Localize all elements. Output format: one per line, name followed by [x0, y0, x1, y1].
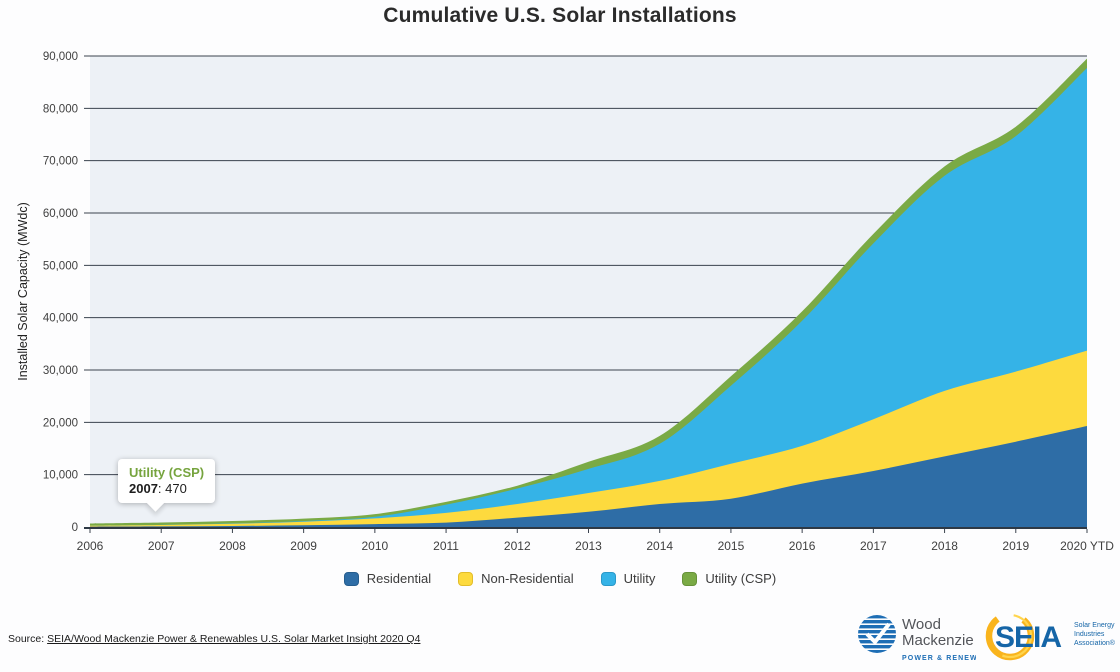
- x-tick-label: 2013: [575, 539, 602, 553]
- chart-title: Cumulative U.S. Solar Installations: [383, 4, 737, 27]
- y-tick-label: 90,000: [43, 51, 78, 63]
- legend-label: Residential: [366, 571, 432, 586]
- seia-acronym: SEIA: [995, 621, 1061, 654]
- x-tick-label: 2014: [646, 539, 673, 553]
- x-tick-label: 2009: [290, 539, 317, 553]
- y-tick-label: 0: [72, 522, 78, 534]
- utility-swatch-icon: [600, 571, 616, 586]
- seia-text-line1: Solar Energy: [1074, 622, 1115, 629]
- woodmac-name-line1: Wood: [902, 616, 941, 633]
- tooltip: Utility (CSP) 2007: 470: [118, 459, 216, 512]
- y-tick-label: 10,000: [43, 470, 78, 482]
- legend-label: Utility: [623, 571, 656, 586]
- x-tick-label: 2018: [931, 539, 958, 553]
- legend-item-residential[interactable]: Residential: [343, 571, 432, 586]
- chart-canvas: 0 10,000 20,000 30,000 40,000 50,000 60,000 70,…: [16, 51, 1114, 553]
- non-residential-swatch-icon: [458, 571, 474, 586]
- y-tick-label: 30,000: [43, 365, 78, 377]
- wood-mackenzie-globe-icon: [858, 615, 896, 653]
- x-tick-label: 2011: [433, 539, 459, 553]
- y-tick-label: 80,000: [43, 103, 78, 115]
- woodmac-name-line2: Mackenzie: [902, 632, 974, 649]
- x-tick-label: 2008: [219, 539, 246, 553]
- y-tick-label: 40,000: [43, 313, 78, 325]
- x-tick-label: 2006: [77, 539, 104, 553]
- y-tick-label: 60,000: [43, 208, 78, 220]
- legend-item-utility[interactable]: Utility: [600, 571, 656, 586]
- x-tick-label: 2016: [789, 539, 816, 553]
- y-tick-label: 20,000: [43, 417, 78, 429]
- tooltip-separator: :: [157, 481, 166, 496]
- legend: Residential Non-Residential Utility Util…: [0, 571, 1120, 586]
- x-tick-label: 2007: [148, 539, 175, 553]
- residential-swatch-icon: [343, 571, 359, 586]
- woodmac-tagline: POWER & RENEWABLES: [902, 655, 976, 662]
- legend-label: Non-Residential: [481, 571, 574, 586]
- y-tick-label: 50,000: [43, 260, 78, 272]
- source-note: Source: SEIA/Wood Mackenzie Power & Rene…: [8, 633, 420, 645]
- area-residential[interactable]: [90, 426, 1087, 527]
- legend-item-non-residential[interactable]: Non-Residential: [458, 571, 574, 586]
- x-tick-label: 2012: [504, 539, 531, 553]
- tooltip-series-name: Utility (CSP): [129, 465, 205, 480]
- area-utility[interactable]: [90, 68, 1087, 527]
- seia-logo: SEIA Solar Energy Industries Association…: [985, 611, 1116, 661]
- tooltip-year: 2007: [129, 481, 158, 496]
- legend-label: Utility (CSP): [705, 571, 777, 586]
- seia-text-line2: Industries: [1074, 631, 1105, 638]
- x-tick-label: 2010: [362, 539, 389, 553]
- x-tick-label: 2017: [860, 539, 887, 553]
- x-tick-label: 2015: [718, 539, 745, 553]
- tooltip-value-line: 2007: 470: [129, 481, 204, 496]
- seia-text-line3: Association®: [1074, 639, 1116, 647]
- source-link[interactable]: SEIA/Wood Mackenzie Power & Renewables U…: [47, 633, 421, 645]
- x-tick-label: 2020 YTD: [1060, 539, 1114, 553]
- x-tick-label: 2019: [1002, 539, 1029, 553]
- y-axis-title: Installed Solar Capacity (MWdc): [16, 202, 30, 381]
- source-prefix: Source:: [8, 633, 48, 645]
- wood-mackenzie-logo: Wood Mackenzie POWER & RENEWABLES: [858, 615, 976, 662]
- legend-item-utility-csp[interactable]: Utility (CSP): [682, 571, 776, 586]
- tooltip-value: 470: [165, 481, 187, 496]
- utility-csp-swatch-icon: [682, 571, 698, 586]
- y-tick-label: 70,000: [43, 156, 78, 168]
